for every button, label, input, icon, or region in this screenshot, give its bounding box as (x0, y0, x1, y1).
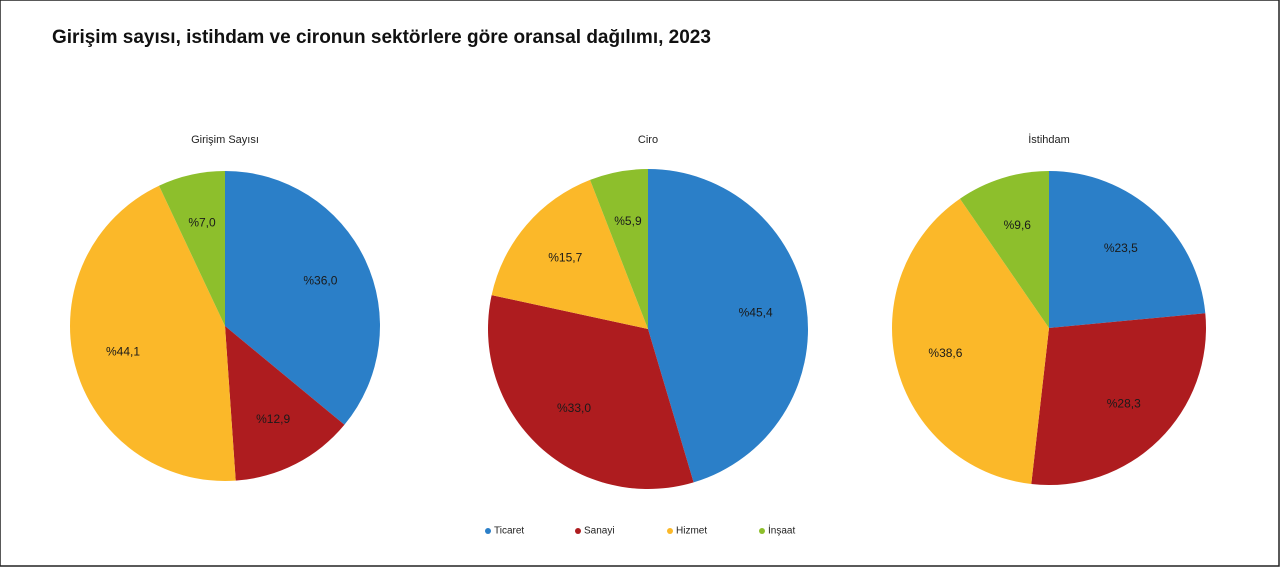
pie-title: Ciro (638, 134, 658, 146)
pie-slice (225, 326, 345, 481)
value-label: %33,0 (557, 401, 591, 415)
value-label: %23,5 (1104, 241, 1138, 255)
pie-slice (1049, 171, 1206, 328)
value-label: %36,0 (303, 273, 337, 287)
legend-label: Ticaret (494, 526, 524, 537)
pie-slice (70, 185, 236, 481)
pie-slice (1031, 313, 1206, 486)
legend-label: İnşaat (768, 524, 795, 537)
pie-title: Girişim Sayısı (191, 134, 259, 146)
pie-slice (159, 171, 225, 326)
pie-title: İstihdam (1028, 133, 1070, 146)
pie-slice (959, 171, 1049, 328)
value-label: %7,0 (188, 215, 216, 229)
legend-swatch (575, 528, 581, 534)
value-label: %15,7 (548, 251, 582, 265)
pie-slice (892, 198, 1049, 484)
legend-swatch (485, 528, 491, 534)
pie-slice (225, 171, 380, 425)
legend-swatch (759, 528, 765, 534)
pie-slice (491, 179, 648, 329)
legend-swatch (667, 528, 673, 534)
pie-slice (590, 169, 648, 329)
value-label: %44,1 (106, 345, 140, 359)
value-label: %38,6 (928, 346, 962, 360)
value-label: %5,9 (614, 214, 642, 228)
legend-label: Hizmet (676, 526, 707, 537)
page-title: Girişim sayısı, istihdam ve cironun sekt… (52, 27, 711, 48)
pie-slice (487, 295, 694, 489)
pie-slice (648, 169, 809, 483)
value-label: %28,3 (1107, 396, 1141, 410)
value-label: %45,4 (739, 306, 773, 320)
value-label: %12,9 (256, 412, 290, 426)
value-label: %9,6 (1004, 218, 1032, 232)
legend-label: Sanayi (584, 526, 615, 537)
